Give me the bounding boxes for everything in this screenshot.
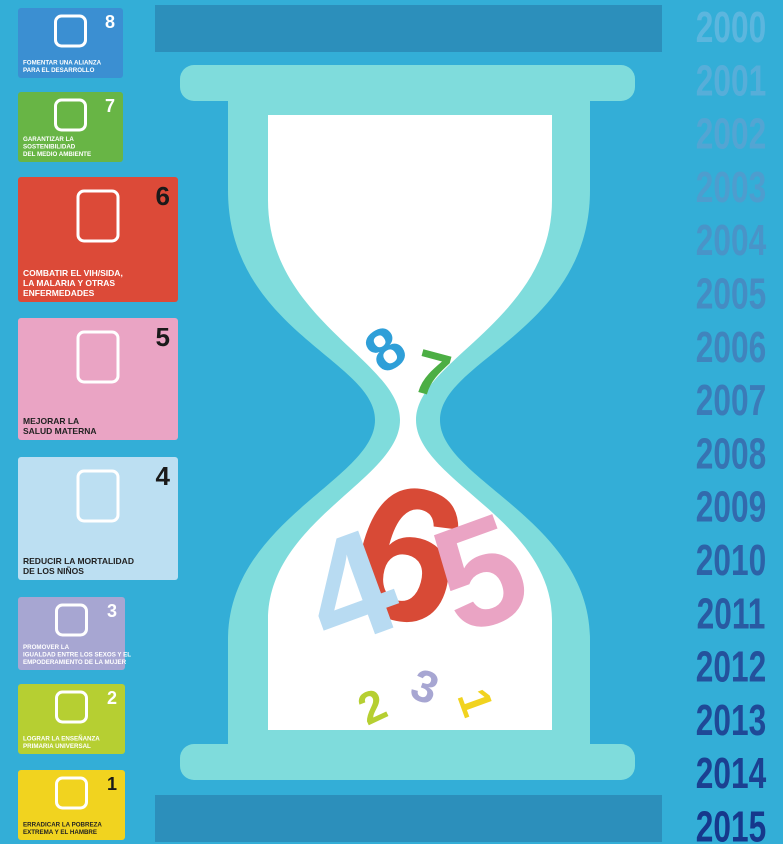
year: 2013	[696, 696, 766, 745]
goal-label: SOSTENIBILIDAD	[23, 144, 76, 151]
year: 2014	[696, 749, 767, 798]
year: 2003	[696, 163, 766, 212]
goal-label: DEL MEDIO AMBIENTE	[23, 151, 91, 158]
goal-label: PRIMARIA UNIVERSAL	[23, 743, 91, 750]
goal-label: DE LOS NIÑOS	[23, 566, 84, 576]
goal-number: 4	[156, 461, 171, 491]
goal-number: 5	[156, 322, 170, 352]
goal-number: 1	[107, 774, 117, 794]
goal-number: 8	[105, 12, 115, 32]
goal-label: PARA EL DESARROLLO	[23, 67, 95, 74]
goal-label: EXTREMA Y EL HAMBRE	[23, 829, 97, 836]
year: 2011	[697, 589, 766, 638]
goal-label: COMBATIR EL VIH/SIDA,	[23, 268, 123, 278]
year: 2012	[696, 643, 766, 692]
goal-label: GARANTIZAR LA	[23, 136, 74, 143]
year: 2001	[696, 56, 766, 105]
top-bar	[155, 5, 662, 52]
year: 2006	[696, 323, 766, 372]
year: 2010	[696, 536, 766, 585]
goal-label: FOMENTAR UNA ALIANZA	[23, 60, 102, 67]
goal-label: SALUD MATERNA	[23, 426, 97, 436]
year: 2015	[696, 802, 766, 844]
goal-label: LOGRAR LA ENSEÑANZA	[23, 736, 100, 743]
goal-label: ENFERMEDADES	[23, 288, 95, 298]
goal-label: EMPODERAMIENTO DE LA MUJER	[23, 659, 127, 666]
goal-label: LA MALARIA Y OTRAS	[23, 278, 115, 288]
year: 2002	[696, 110, 766, 159]
poster: 87645321 8FOMENTAR UNA ALIANZAPARA EL DE…	[0, 0, 783, 844]
year: 2007	[696, 376, 766, 425]
goal-label: PROMOVER LA	[23, 644, 70, 651]
goal-label: MEJORAR LA	[23, 416, 79, 426]
goal-number: 2	[107, 688, 117, 708]
goal-number: 7	[105, 96, 115, 116]
goal-number: 3	[107, 601, 117, 621]
goal-label: IGUALDAD ENTRE LOS SEXOS Y EL	[23, 652, 131, 659]
year: 2005	[696, 269, 766, 318]
year: 2008	[696, 429, 766, 478]
year: 2009	[696, 483, 766, 532]
year: 2000	[696, 3, 766, 52]
bottom-bar	[155, 795, 662, 842]
year: 2004	[696, 216, 767, 265]
goal-label: ERRADICAR LA POBREZA	[23, 822, 102, 829]
goal-number: 6	[156, 181, 170, 211]
goal-label: REDUCIR LA MORTALIDAD	[23, 556, 134, 566]
